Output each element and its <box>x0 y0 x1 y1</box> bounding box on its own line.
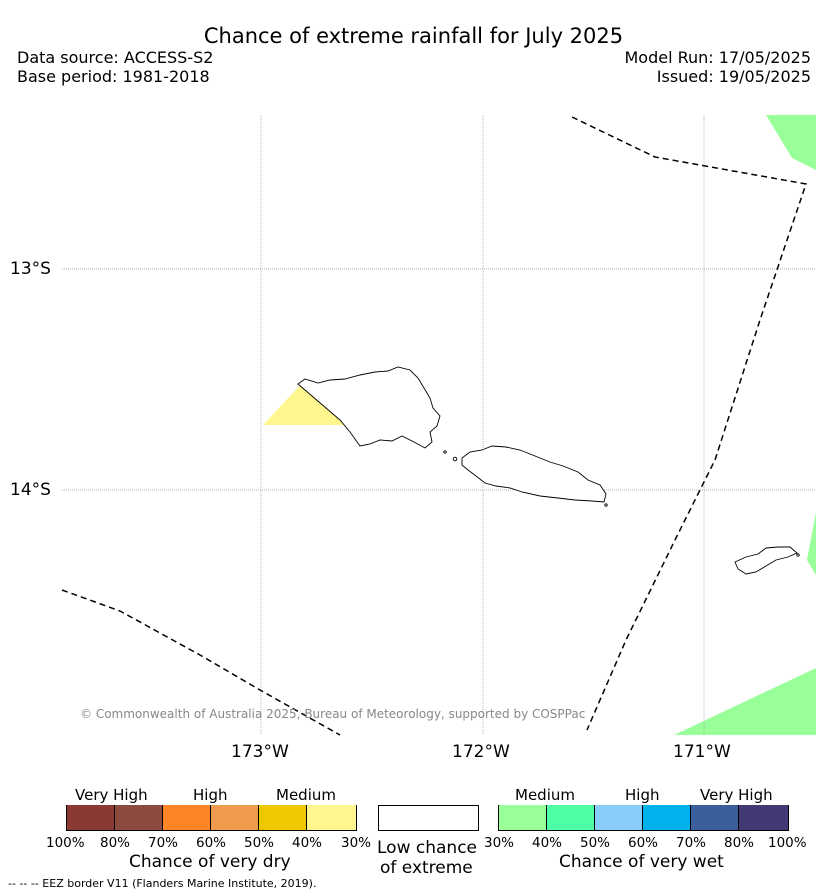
dry-tick: 100% <box>46 835 85 851</box>
copyright-notice: © Commonwealth of Australia 2025, Bureau… <box>80 707 586 721</box>
eez-border <box>61 116 807 736</box>
islet <box>796 553 800 557</box>
upolu-island <box>461 445 607 503</box>
wet-shade-southeast <box>674 668 816 735</box>
data-source-label: Data source: ACCESS-S2 <box>17 48 214 67</box>
dry-swatch-80-70 <box>115 805 163 830</box>
eez-footnote: -- -- -- EEZ border V11 (Flanders Marine… <box>8 877 317 890</box>
wet-tick: 100% <box>768 835 807 851</box>
dry-category-high: High <box>193 786 228 804</box>
dry-tick: 40% <box>292 835 323 851</box>
tutuila-island <box>734 546 798 575</box>
lon-label-172w: 172°W <box>452 742 510 762</box>
dry-tick: 50% <box>244 835 275 851</box>
wet-tick: 70% <box>676 835 707 851</box>
dry-swatch-70-60 <box>163 805 211 830</box>
wet-tick: 50% <box>580 835 611 851</box>
islet <box>443 450 447 454</box>
dry-category-very-high: Very High <box>75 786 148 804</box>
low-chance-swatch <box>378 805 479 831</box>
dry-swatch-40-30 <box>307 805 356 830</box>
wet-tick: 60% <box>628 835 659 851</box>
graticule <box>62 115 816 735</box>
low-chance-label-line2: of extreme <box>380 858 473 878</box>
wet-shade-northeast <box>766 115 816 170</box>
low-chance-label-line1: Low chance <box>377 838 477 858</box>
dry-legend-title: Chance of very dry <box>129 852 291 872</box>
wet-category-medium: Medium <box>515 786 575 804</box>
lat-label-13s: 13°S <box>10 259 51 279</box>
wet-category-very-high: Very High <box>700 786 773 804</box>
dry-tick: 60% <box>196 835 227 851</box>
wet-swatch-30-40 <box>499 805 547 830</box>
dry-swatch-100-80 <box>67 805 115 830</box>
dry-swatch-50-40 <box>259 805 307 830</box>
issued-date-label: Issued: 19/05/2025 <box>656 67 811 86</box>
dry-shade-savaii <box>263 380 348 425</box>
wet-swatch-40-50 <box>547 805 595 830</box>
savaii-island <box>297 366 441 449</box>
islet <box>604 503 608 507</box>
wet-category-high: High <box>625 786 660 804</box>
lon-label-173w: 173°W <box>231 742 289 762</box>
wet-tick: 30% <box>484 835 515 851</box>
map-title: Chance of extreme rainfall for July 2025 <box>203 24 624 48</box>
wet-swatch-50-60 <box>595 805 643 830</box>
wet-shade-east <box>807 512 816 575</box>
islands <box>297 366 800 575</box>
wet-tick: 40% <box>532 835 563 851</box>
model-run-label: Model Run: 17/05/2025 <box>624 48 812 67</box>
dry-category-medium: Medium <box>276 786 336 804</box>
dry-tick: 70% <box>148 835 179 851</box>
base-period-label: Base period: 1981-2018 <box>17 67 210 86</box>
lon-label-171w: 171°W <box>673 742 731 762</box>
wet-swatch-70-80 <box>691 805 739 830</box>
dry-swatch-60-50 <box>211 805 259 830</box>
lat-label-14s: 14°S <box>10 480 51 500</box>
wet-swatch-60-70 <box>643 805 691 830</box>
wet-legend-title: Chance of very wet <box>559 852 724 872</box>
dry-tick: 80% <box>100 835 131 851</box>
dry-tick: 30% <box>341 835 372 851</box>
wet-tick: 80% <box>724 835 755 851</box>
islet <box>452 456 458 462</box>
wet-swatch-80-100 <box>739 805 788 830</box>
